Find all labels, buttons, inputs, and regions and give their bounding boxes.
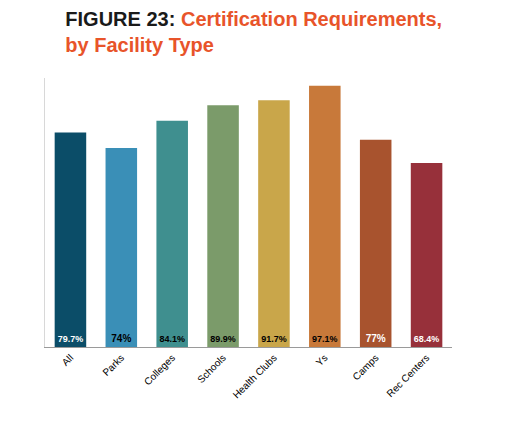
svg-text:Rec Centers: Rec Centers <box>384 352 431 399</box>
svg-text:Camps: Camps <box>350 352 380 382</box>
svg-text:74%: 74% <box>111 333 131 344</box>
svg-text:Schools: Schools <box>195 352 228 385</box>
svg-text:FIGURE 23: Certification Requi: FIGURE 23: Certification Requirements,by… <box>65 8 442 56</box>
svg-text:97.1%: 97.1% <box>312 334 337 344</box>
svg-text:91.7%: 91.7% <box>261 334 286 344</box>
svg-text:All: All <box>60 352 76 368</box>
svg-text:Health Clubs: Health Clubs <box>231 352 279 400</box>
svg-text:84.1%: 84.1% <box>159 334 184 344</box>
svg-text:Ys: Ys <box>314 352 330 368</box>
svg-text:Parks: Parks <box>100 352 126 378</box>
svg-text:79.7%: 79.7% <box>58 334 83 344</box>
svg-text:Colleges: Colleges <box>142 352 177 387</box>
svg-text:89.9%: 89.9% <box>210 334 235 344</box>
svg-text:68.4%: 68.4% <box>414 334 439 344</box>
svg-text:77%: 77% <box>366 333 386 344</box>
